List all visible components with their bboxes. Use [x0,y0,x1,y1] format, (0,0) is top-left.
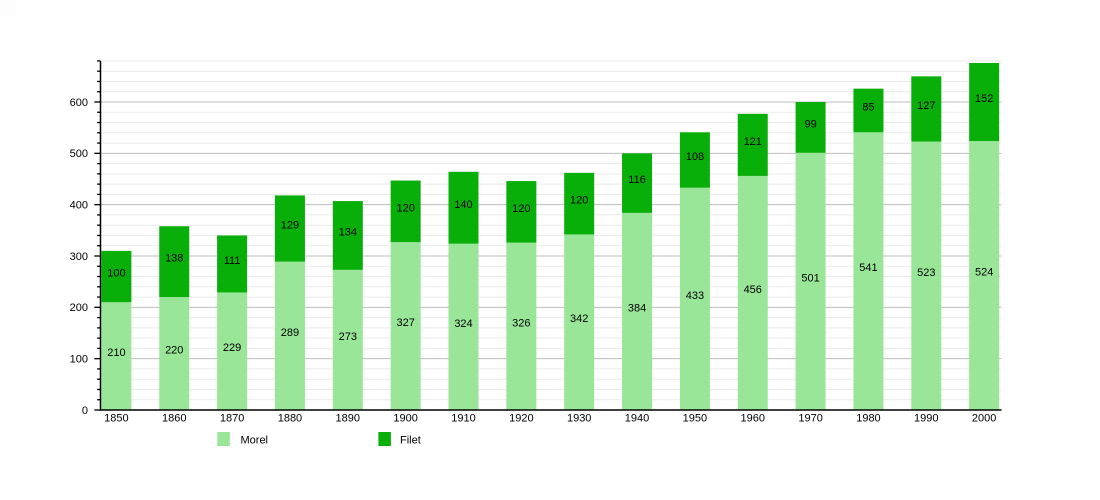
svg-text:134: 134 [339,226,357,238]
svg-text:1900: 1900 [393,413,417,425]
svg-text:1980: 1980 [856,413,880,425]
svg-text:111: 111 [224,255,241,267]
svg-text:524: 524 [975,267,993,279]
svg-text:327: 327 [396,317,414,329]
svg-text:99: 99 [804,118,816,130]
svg-text:127: 127 [917,100,935,112]
svg-text:300: 300 [70,251,88,263]
svg-text:1970: 1970 [798,413,822,425]
svg-text:100: 100 [70,354,88,366]
svg-text:1850: 1850 [104,413,128,425]
svg-text:1930: 1930 [567,413,591,425]
svg-text:129: 129 [281,220,299,232]
svg-text:1960: 1960 [741,413,765,425]
svg-text:1890: 1890 [336,413,360,425]
svg-text:116: 116 [628,174,646,186]
svg-text:1920: 1920 [509,413,533,425]
svg-text:273: 273 [339,331,357,343]
svg-text:220: 220 [165,345,183,357]
svg-text:1880: 1880 [278,413,302,425]
svg-text:Filet: Filet [400,435,421,447]
svg-text:85: 85 [862,101,874,113]
svg-text:1860: 1860 [162,413,186,425]
svg-text:2000: 2000 [972,413,996,425]
svg-text:140: 140 [454,199,472,211]
svg-text:1940: 1940 [625,413,649,425]
svg-text:138: 138 [165,253,183,265]
svg-text:210: 210 [107,347,125,359]
svg-text:229: 229 [223,342,241,354]
svg-text:100: 100 [107,268,125,280]
svg-text:1910: 1910 [451,413,475,425]
svg-text:120: 120 [570,195,588,207]
svg-text:120: 120 [396,202,414,214]
svg-text:200: 200 [70,302,88,314]
svg-text:501: 501 [801,272,819,284]
svg-text:384: 384 [628,302,646,314]
svg-text:433: 433 [686,290,704,302]
svg-text:108: 108 [686,151,704,163]
svg-text:342: 342 [570,313,588,325]
svg-text:523: 523 [917,267,935,279]
svg-text:152: 152 [975,93,993,105]
svg-text:121: 121 [744,136,762,148]
svg-text:0: 0 [82,405,88,417]
svg-text:1950: 1950 [683,413,707,425]
svg-text:456: 456 [744,284,762,296]
svg-text:289: 289 [281,327,299,339]
svg-text:120: 120 [512,203,530,215]
svg-text:600: 600 [70,97,88,109]
svg-text:324: 324 [454,318,472,330]
svg-text:541: 541 [859,262,877,274]
svg-text:400: 400 [70,200,88,212]
svg-text:326: 326 [512,317,530,329]
svg-text:500: 500 [70,148,88,160]
svg-text:1990: 1990 [914,413,938,425]
svg-text:1870: 1870 [220,413,244,425]
svg-text:Morel: Morel [241,435,269,447]
